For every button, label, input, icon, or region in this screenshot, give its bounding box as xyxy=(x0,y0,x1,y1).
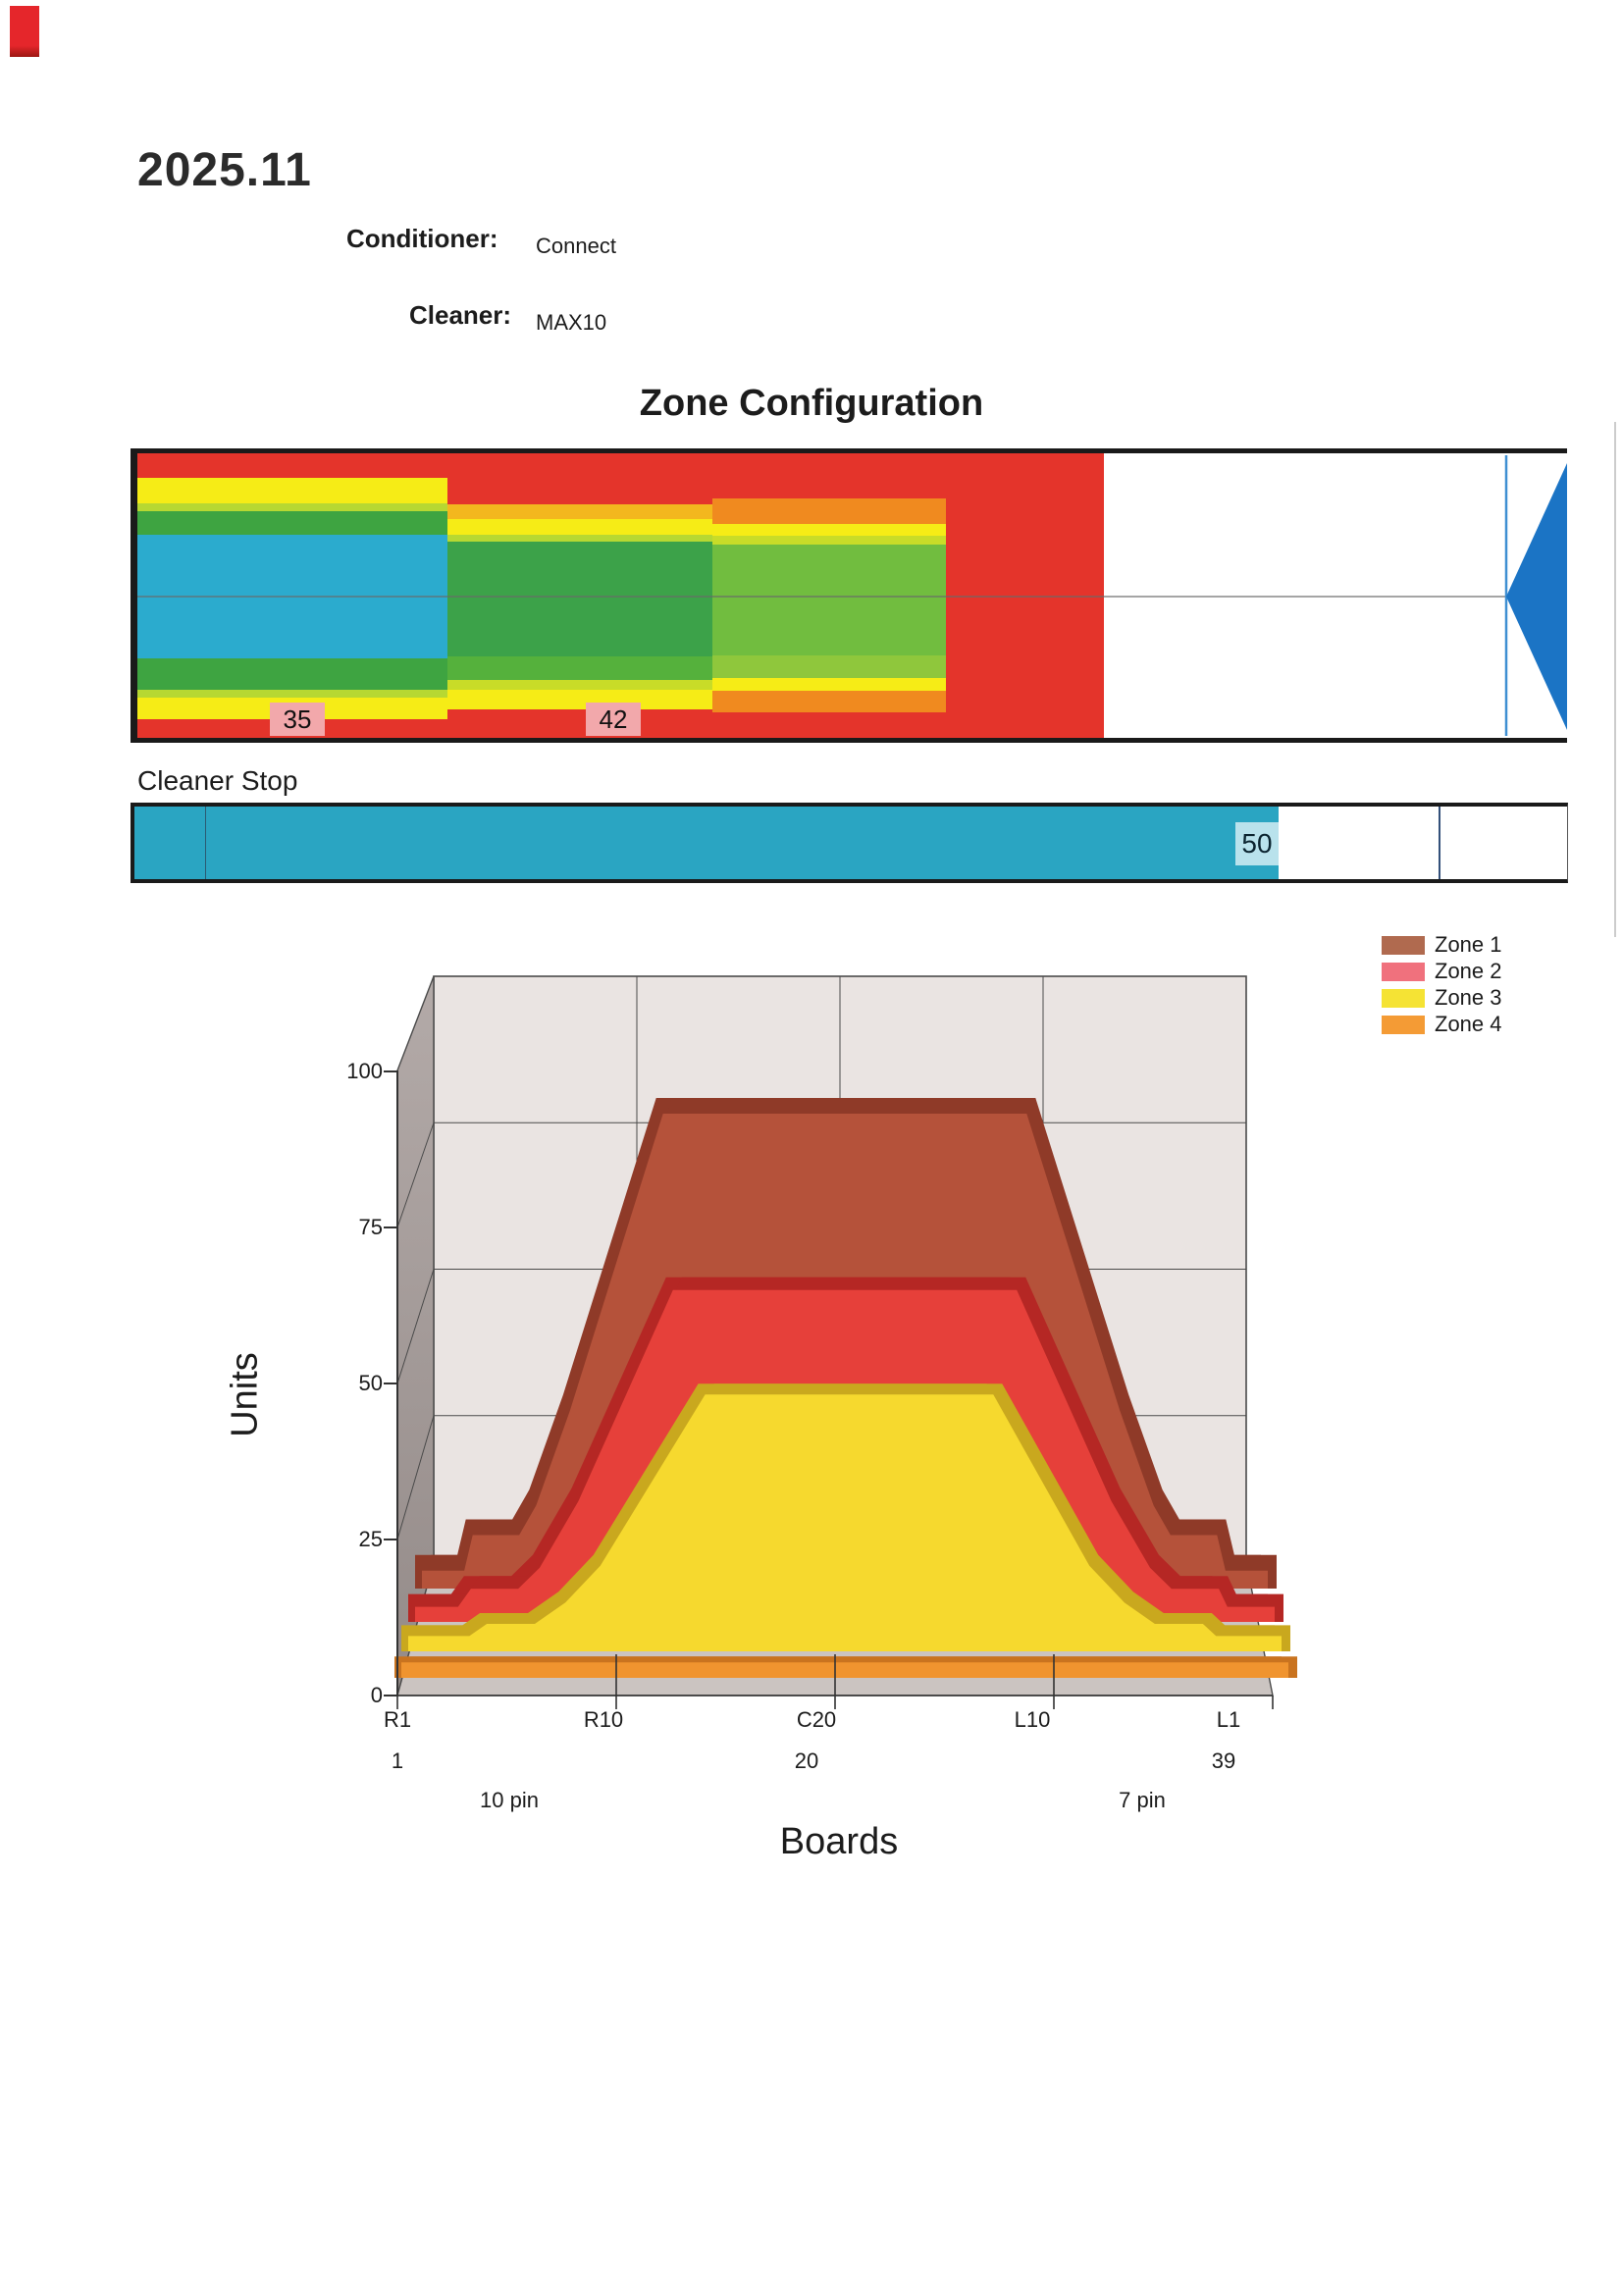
zone-stripe xyxy=(712,524,946,537)
zone-stripe xyxy=(712,498,946,525)
zone-stripe xyxy=(137,657,447,690)
legend-swatch xyxy=(1382,962,1425,981)
y-tick-label: 50 xyxy=(358,1371,383,1395)
zone-stripe xyxy=(447,453,712,505)
cleaner-stop-marker-line xyxy=(1439,807,1440,879)
page-title: 2025.11 xyxy=(137,144,312,196)
cleaner-stop-start-line xyxy=(205,807,206,879)
zone-stripe xyxy=(137,689,447,699)
legend-item-4: Zone 4 xyxy=(1382,1012,1502,1036)
zone-stripe xyxy=(447,679,712,690)
cleaner-stop-value: 50 xyxy=(1235,822,1279,865)
zone-stripe xyxy=(447,656,712,680)
zone-stripe xyxy=(712,544,946,655)
legend-swatch xyxy=(1382,988,1425,1008)
side-wall-gridline xyxy=(396,1269,435,1384)
zone-stripe xyxy=(447,518,712,535)
legend-item-3: Zone 3 xyxy=(1382,985,1502,1010)
zone-stripe xyxy=(946,453,1104,738)
x-axis-title: Boards xyxy=(779,1821,899,1862)
cleaner-label: Cleaner: xyxy=(409,300,512,330)
x-tick-label: C20 xyxy=(796,1707,837,1732)
zone-configuration-title: Zone Configuration xyxy=(639,383,984,424)
y-axis-title: Units xyxy=(224,1352,266,1437)
x-tick-label: L10 xyxy=(1014,1707,1051,1732)
cleaner-stop-bar: 50 xyxy=(131,803,1568,883)
conditioner-value: Connect xyxy=(536,234,616,258)
zone-stripe xyxy=(137,511,447,535)
board-number-label: 39 xyxy=(1211,1748,1236,1773)
legend-label: Zone 4 xyxy=(1435,1012,1502,1036)
zone-stripe xyxy=(447,708,712,738)
x-tick-label: L1 xyxy=(1216,1707,1241,1732)
pin-label: 7 pin xyxy=(1119,1788,1166,1812)
cleaner-stop-label: Cleaner Stop xyxy=(137,765,298,796)
zone-chart-overlay xyxy=(137,455,1567,736)
side-wall-gridline xyxy=(396,1122,435,1228)
legend-swatch xyxy=(1382,1015,1425,1034)
legend-item-2: Zone 2 xyxy=(1382,959,1502,983)
legend-label: Zone 3 xyxy=(1435,985,1502,1010)
pin-label: 10 pin xyxy=(480,1788,539,1812)
cleaner-value: MAX10 xyxy=(536,310,607,335)
series-area-3 xyxy=(408,1394,1282,1651)
zone-configuration-chart: 13.5253542 xyxy=(131,448,1567,743)
zone-columns: 13.5253542 xyxy=(137,453,1567,738)
zone-column-2: 25 xyxy=(447,453,712,738)
zone-stripe xyxy=(447,541,712,657)
zone-stripe xyxy=(137,477,447,503)
legend-swatch xyxy=(1382,935,1425,955)
zone-column-3: 35 xyxy=(270,453,946,738)
zone-distance-label: 35 xyxy=(270,703,325,736)
conditioner-label: Conditioner: xyxy=(346,224,498,253)
series-area-4 xyxy=(401,1662,1288,1678)
y-tick-label: 25 xyxy=(358,1527,383,1551)
board-number-label: 1 xyxy=(391,1748,404,1773)
zone-stripe xyxy=(137,502,447,512)
zone-stripe xyxy=(447,504,712,519)
zone-stripe xyxy=(712,711,946,738)
zone-stripe xyxy=(712,453,946,499)
y-tick-label: 100 xyxy=(346,1059,383,1083)
side-wall-gridline xyxy=(396,1415,435,1540)
scan-edge-line xyxy=(1614,422,1616,937)
zone-stripe xyxy=(447,689,712,709)
zone-stripe xyxy=(712,678,946,692)
legend-item-1: Zone 1 xyxy=(1382,932,1502,957)
zone-stripe xyxy=(712,654,946,679)
zone-stripe xyxy=(447,534,712,542)
x-tick-label: R1 xyxy=(383,1707,412,1732)
zone-stripe xyxy=(712,536,946,545)
legend-label: Zone 1 xyxy=(1435,932,1502,957)
cleaner-stop-fill xyxy=(134,807,1279,879)
y-tick-label: 0 xyxy=(370,1683,383,1707)
zone-distance-label: 42 xyxy=(586,703,641,736)
board-number-label: 20 xyxy=(794,1748,819,1773)
y-tick-label: 75 xyxy=(358,1215,383,1239)
zone-column-4: 42 xyxy=(586,453,1104,738)
zone-stripe xyxy=(712,691,946,712)
zone-stripe xyxy=(137,453,447,478)
scan-corner-mark xyxy=(10,6,39,57)
legend-label: Zone 2 xyxy=(1435,959,1502,983)
x-tick-label: R10 xyxy=(583,1707,624,1732)
units-boards-3d-chart xyxy=(384,975,1297,1709)
